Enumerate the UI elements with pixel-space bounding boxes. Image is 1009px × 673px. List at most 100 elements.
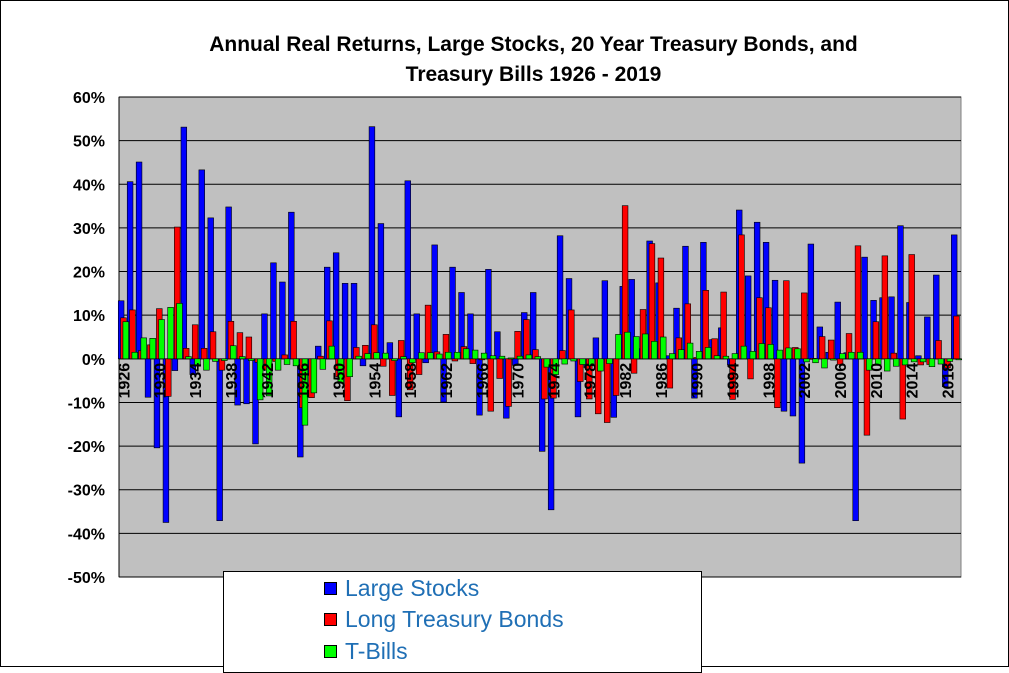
x-tick-label: 1974 bbox=[546, 363, 563, 399]
x-tick-label: 2018 bbox=[941, 363, 958, 399]
y-tick-label: -40% bbox=[68, 526, 105, 543]
bar-large-stocks-1957 bbox=[395, 358, 402, 418]
bar-t-bills-1927 bbox=[131, 351, 138, 360]
bar-t-bills-1999 bbox=[776, 349, 783, 360]
bar-t-bills-2008 bbox=[857, 351, 864, 360]
bar-t-bills-1943 bbox=[274, 358, 282, 371]
bar-t-bills-1966 bbox=[480, 352, 488, 360]
x-tick-label: 2002 bbox=[797, 363, 814, 399]
bar-long-treasury-bonds-1960 bbox=[424, 304, 432, 360]
x-tick-label: 2014 bbox=[905, 363, 922, 399]
bar-t-bills-1941 bbox=[256, 358, 264, 401]
bar-large-stocks-1967 bbox=[485, 269, 492, 360]
bar-large-stocks-2009 bbox=[861, 256, 868, 360]
bar-t-bills-1959 bbox=[418, 352, 425, 360]
chart-title-line-2: Treasury Bills 1926 - 2019 bbox=[405, 63, 662, 86]
bar-large-stocks-2006 bbox=[834, 301, 841, 360]
bar-long-treasury-bonds-1993 bbox=[720, 291, 727, 360]
bar-t-bills-2016 bbox=[928, 358, 936, 367]
x-tick-label: 1934 bbox=[188, 363, 205, 399]
legend-swatch-large-stocks bbox=[324, 581, 337, 595]
bar-long-treasury-bonds-1940 bbox=[245, 336, 253, 360]
bar-t-bills-1994 bbox=[731, 353, 739, 360]
bar-large-stocks-1954 bbox=[368, 126, 376, 360]
bar-t-bills-2019 bbox=[955, 358, 963, 361]
chart-title: Annual Real Returns, Large Stocks, 20 Ye… bbox=[0, 30, 1009, 90]
bar-large-stocks-1958 bbox=[404, 180, 411, 360]
bar-long-treasury-bonds-2002 bbox=[801, 292, 808, 360]
bar-t-bills-1962 bbox=[445, 351, 452, 360]
bar-t-bills-2001 bbox=[794, 348, 801, 360]
bar-t-bills-1930 bbox=[158, 319, 165, 360]
x-tick-label: 1982 bbox=[618, 363, 635, 399]
legend-item-long-treasury-bonds: Long Treasury Bonds bbox=[324, 604, 564, 634]
bar-long-treasury-bonds-1970 bbox=[514, 331, 521, 360]
legend-item-t-bills: T-Bills bbox=[324, 636, 408, 666]
bar-t-bills-1944 bbox=[283, 358, 291, 365]
bar-t-bills-1928 bbox=[140, 337, 147, 360]
bar-long-treasury-bonds-1980 bbox=[604, 358, 611, 423]
bar-long-treasury-bonds-1976 bbox=[568, 309, 575, 360]
bar-long-treasury-bonds-1939 bbox=[236, 332, 244, 360]
bar-t-bills-2000 bbox=[785, 347, 792, 360]
y-tick-label: 20% bbox=[73, 265, 105, 282]
bar-t-bills-2010 bbox=[875, 358, 882, 366]
bar-large-stocks-2000 bbox=[780, 358, 788, 412]
bar-t-bills-1984 bbox=[642, 333, 649, 360]
bar-long-treasury-bonds-2017 bbox=[935, 340, 942, 360]
bar-large-stocks-1944 bbox=[279, 281, 286, 360]
bar-t-bills-1953 bbox=[364, 353, 371, 360]
bar-t-bills-2013 bbox=[901, 358, 909, 366]
bar-t-bills-1929 bbox=[149, 338, 156, 360]
x-tick-label: 1966 bbox=[475, 363, 492, 399]
bar-t-bills-1980 bbox=[606, 358, 613, 364]
bar-t-bills-1982 bbox=[624, 331, 631, 360]
bar-t-bills-1937 bbox=[221, 358, 228, 361]
y-tick-label: 0% bbox=[82, 352, 105, 369]
bar-t-bills-1955 bbox=[382, 352, 389, 360]
bar-t-bills-1939 bbox=[239, 356, 246, 360]
bar-t-bills-2017 bbox=[937, 358, 945, 365]
bar-t-bills-2002 bbox=[803, 358, 810, 363]
bar-t-bills-1974 bbox=[552, 358, 559, 375]
bar-t-bills-1983 bbox=[633, 336, 640, 360]
bar-large-stocks-2001 bbox=[789, 358, 797, 417]
bar-t-bills-1965 bbox=[471, 349, 479, 360]
bar-t-bills-1935 bbox=[203, 358, 210, 371]
bar-long-treasury-bonds-2014 bbox=[908, 254, 915, 360]
bar-t-bills-1977 bbox=[579, 358, 586, 365]
bar-t-bills-1949 bbox=[328, 345, 335, 360]
bar-t-bills-1951 bbox=[346, 358, 353, 378]
bar-t-bills-1996 bbox=[749, 351, 756, 360]
bar-long-treasury-bonds-2011 bbox=[881, 255, 889, 360]
legend-label-large-stocks: Large Stocks bbox=[345, 574, 480, 601]
x-tick-label: 1962 bbox=[439, 363, 456, 399]
x-tick-label: 1978 bbox=[582, 363, 599, 399]
bar-t-bills-1967 bbox=[489, 355, 497, 360]
bar-large-stocks-2015 bbox=[915, 355, 922, 360]
bar-t-bills-1940 bbox=[248, 358, 255, 361]
bar-t-bills-1946 bbox=[301, 358, 309, 426]
y-tick-label: 50% bbox=[73, 134, 105, 151]
bar-t-bills-1995 bbox=[740, 345, 748, 360]
bar-long-treasury-bonds-2019 bbox=[953, 315, 960, 360]
y-tick-label: -10% bbox=[68, 395, 105, 412]
x-tick-label: 2010 bbox=[869, 363, 886, 399]
bar-long-treasury-bonds-1927 bbox=[129, 309, 136, 360]
bar-t-bills-1956 bbox=[391, 358, 398, 361]
bar-large-stocks-1972 bbox=[530, 292, 537, 360]
bar-large-stocks-1979 bbox=[592, 337, 600, 360]
x-axis-labels: 1926 1930 1934 1938 1942 1946 1950 1954 1958 1962… bbox=[116, 363, 957, 399]
bar-t-bills-1988 bbox=[677, 349, 685, 360]
bar-t-bills-1960 bbox=[427, 352, 434, 360]
bar-long-treasury-bonds-2000 bbox=[783, 280, 790, 360]
bar-large-stocks-1980 bbox=[601, 280, 609, 360]
bar-large-stocks-1943 bbox=[270, 262, 277, 360]
bar-t-bills-1932 bbox=[176, 303, 183, 360]
chart-title-line-1: Annual Real Returns, Large Stocks, 20 Ye… bbox=[209, 33, 858, 56]
bar-large-stocks-1950 bbox=[332, 252, 340, 360]
x-tick-label: 1970 bbox=[511, 363, 528, 399]
bar-t-bills-1986 bbox=[660, 336, 667, 360]
bar-long-treasury-bonds-1935 bbox=[200, 348, 208, 360]
